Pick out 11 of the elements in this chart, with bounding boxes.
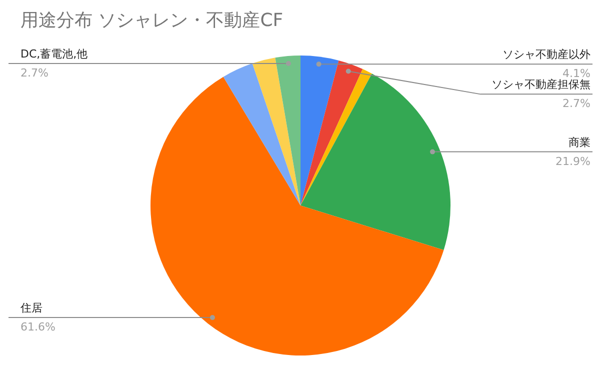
data-label: 4.1%	[562, 67, 591, 80]
slice-label: 住居	[20, 302, 42, 315]
slice-label: ソシャ不動産以外	[502, 48, 590, 62]
data-label: 2.7%	[562, 97, 591, 110]
data-label: 21.9%	[556, 154, 591, 168]
slice-label: DC,蓄電池,他	[20, 48, 88, 61]
data-label: 61.6%	[20, 320, 56, 334]
chart-title: 用途分布 ソシャレン・不動産CF	[20, 10, 284, 31]
slice-label: 商業	[568, 136, 590, 149]
slice-label: ソシャ不動産担保無	[492, 78, 590, 92]
data-label: 2.7%	[20, 66, 48, 80]
